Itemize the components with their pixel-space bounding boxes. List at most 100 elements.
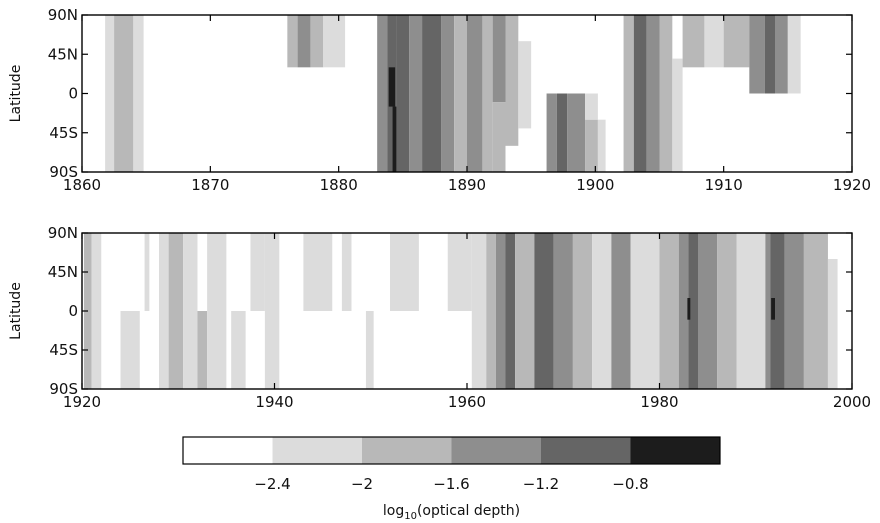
p2-cell-3: [144, 233, 150, 311]
p2-cell-21: [515, 233, 535, 389]
p2-cell-37: [771, 298, 775, 320]
p1-cell-30: [633, 15, 647, 172]
p2-cell-14: [365, 311, 374, 389]
p1-cell-36: [723, 15, 750, 68]
p2-cell-20: [505, 233, 516, 389]
p2-cell-10: [250, 233, 265, 311]
p2-cell-9: [231, 311, 246, 389]
p2-ytick-label-4: 90S: [49, 380, 78, 398]
p2-cell-11: [264, 233, 280, 389]
colorbar-tick-label-4: −0.8: [612, 475, 648, 493]
p1-cell-1: [114, 15, 134, 172]
p2-cell-35: [765, 233, 771, 389]
p2-cell-27: [630, 233, 660, 389]
colorbar-tick-label-1: −2: [351, 475, 373, 493]
p1-cell-33: [672, 58, 683, 172]
p1-xtick-label-5: 1910: [705, 176, 743, 194]
p2-cell-16: [447, 233, 472, 311]
p1-cell-29: [623, 15, 634, 172]
p2-cell-40: [827, 259, 838, 389]
p2-ytick-label-1: 45N: [48, 263, 78, 281]
p1-cell-22: [518, 41, 532, 129]
p1-cell-16: [454, 15, 467, 172]
p1-ytick-label-1: 45N: [48, 45, 78, 63]
p2-xtick-label-3: 1980: [640, 393, 678, 411]
p2-cell-13: [341, 233, 352, 311]
colorbar-tick-label-2: −1.6: [433, 475, 469, 493]
p1-cell-7: [377, 15, 388, 172]
p1-cell-27: [597, 119, 606, 172]
p2-cell-39: [803, 233, 828, 389]
p1-cell-40: [787, 15, 801, 94]
p1-cell-37: [749, 15, 765, 94]
p2-ytick-label-0: 90N: [48, 224, 78, 242]
p1-y-axis-label: Latitude: [8, 65, 24, 123]
p2-cell-15: [390, 233, 419, 311]
p2-y-axis-label: Latitude: [8, 282, 24, 340]
p2-cell-1: [91, 233, 102, 389]
colorbar-label-prefix: log: [383, 503, 404, 519]
p2-cell-5: [168, 233, 184, 389]
p1-cell-6: [323, 15, 346, 68]
p2-cell-18: [486, 233, 496, 389]
p1-xtick-label-2: 1880: [320, 176, 358, 194]
p1-cell-8: [387, 15, 390, 172]
p1-cell-3: [287, 15, 298, 68]
p2-cell-33: [717, 233, 737, 389]
p2-cell-25: [592, 233, 612, 389]
colorbar-label-suffix: (optical depth): [417, 503, 520, 519]
p1-cell-11: [392, 106, 397, 172]
p1-cell-18: [482, 15, 493, 172]
p2-cell-19: [495, 233, 506, 389]
p1-cell-17: [467, 15, 483, 172]
colorbar-frame: [182, 436, 721, 465]
p2-cell-7: [197, 311, 208, 389]
p1-xtick-label-6: 1920: [833, 176, 871, 194]
p1-cell-23: [546, 93, 557, 172]
colorbar-segment-4: [541, 437, 631, 464]
colorbar-tick-label-3: −1.2: [523, 475, 559, 493]
p1-cell-14: [422, 15, 442, 172]
colorbar: −2.4 −2 −1.6 −1.2 −0.8 log10(optical depth): [182, 436, 721, 522]
p1-cell-32: [659, 15, 673, 172]
p2-xtick-label-4: 2000: [833, 393, 871, 411]
p2-cell-28: [659, 233, 679, 389]
p2-cell-34: [736, 233, 766, 389]
p1-ytick-label-2: 0: [68, 85, 78, 103]
p1-cell-10: [388, 67, 396, 107]
p1-ytick-label-3: 45S: [49, 124, 78, 142]
p2-cell-22: [534, 233, 554, 389]
p1-cell-2: [133, 15, 144, 172]
p1-cell-0: [105, 15, 115, 172]
p1-cell-38: [764, 15, 775, 94]
panel-1920-2000: 1920 1940 1960 1980 2000 90N 45N 0 45S 90S Latitud…: [8, 224, 871, 411]
p1-cell-5: [310, 15, 324, 68]
colorbar-segment-2: [362, 437, 452, 464]
p1-ytick-label-0: 90N: [48, 6, 78, 24]
p2-cell-32: [698, 233, 718, 389]
p1-cell-15: [441, 15, 455, 172]
colorbar-segment-5: [630, 437, 720, 464]
p2-cell-17: [471, 233, 487, 389]
p2-cell-4: [159, 233, 169, 389]
p1-xtick-label-0: 1860: [63, 176, 101, 194]
p2-cell-12: [303, 233, 333, 311]
colorbar-tick-label-0: −2.4: [254, 475, 290, 493]
colorbar-label-subscript: 10: [404, 511, 417, 522]
p2-cell-30: [688, 233, 699, 389]
panel-1860-1920: 1860 1870 1880 1890 1900 1910 1920 90N 45N 0 45S 90…: [8, 6, 871, 194]
p2-cell-2: [120, 311, 140, 389]
p1-cell-28: [585, 93, 598, 120]
p2-ytick-label-2: 0: [68, 302, 78, 320]
colorbar-segment-3: [451, 437, 541, 464]
p2-cell-23: [553, 233, 573, 389]
colorbar-segment-0: [183, 437, 273, 464]
p2-cell-29: [678, 233, 689, 389]
colorbar-axis-label: log10(optical depth): [383, 503, 520, 522]
p1-cell-39: [775, 15, 788, 94]
p1-cell-19: [492, 15, 506, 103]
p1-ytick-label-4: 90S: [49, 163, 78, 181]
p2-cell-36: [770, 233, 785, 389]
p1-cell-24: [556, 93, 568, 172]
